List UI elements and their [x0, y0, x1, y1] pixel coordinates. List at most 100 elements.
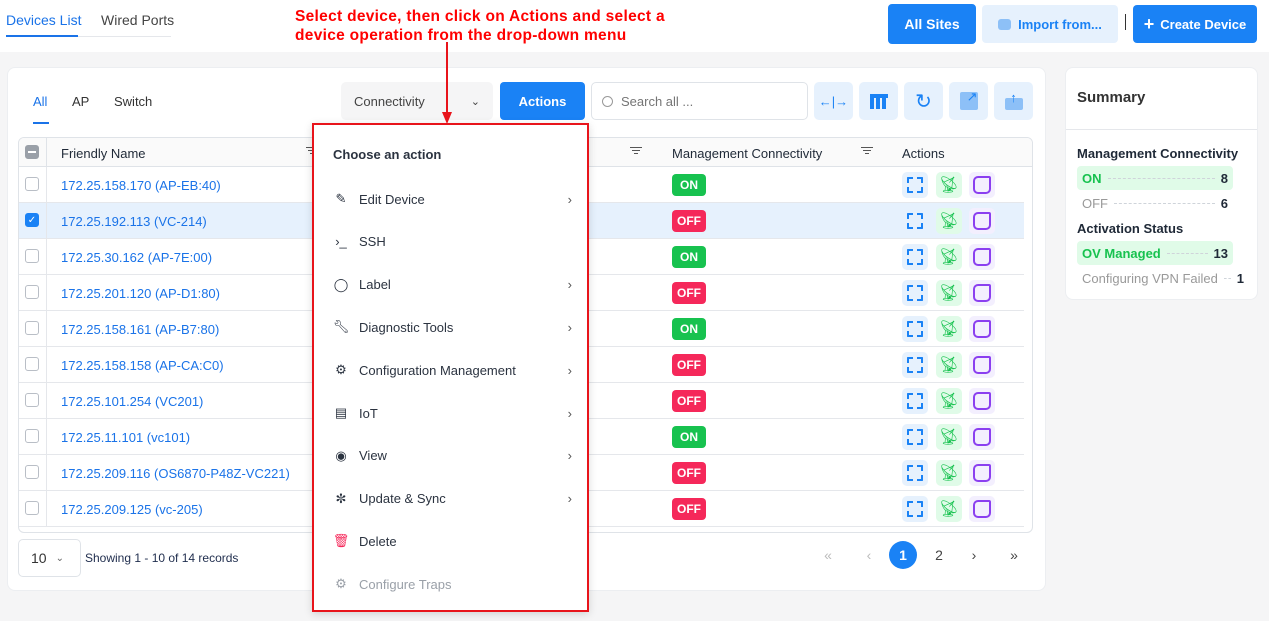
row-checkbox[interactable]	[25, 429, 39, 443]
row-checkbox[interactable]	[25, 357, 39, 371]
import-button[interactable]: Import from...	[982, 5, 1118, 43]
menu-item-diagnostic-tools[interactable]: 🔧︎ Diagnostic Tools ›	[332, 317, 572, 337]
column-header-friendly-name[interactable]: Friendly Name	[61, 146, 146, 161]
device-name-link[interactable]: 172.25.209.125 (vc-205)	[61, 502, 203, 517]
logs-button[interactable]	[969, 496, 995, 522]
row-checkbox[interactable]	[25, 321, 39, 335]
table-row[interactable]: 172.25.158.158 (AP-CA:C0) OFF 📡︎	[19, 347, 1024, 383]
locate-button[interactable]	[902, 496, 928, 522]
locate-button[interactable]	[902, 172, 928, 198]
table-row[interactable]: 172.25.11.101 (vc101) ON 📡︎	[19, 419, 1024, 455]
locate-button[interactable]	[902, 352, 928, 378]
locate-button[interactable]	[902, 244, 928, 270]
all-sites-button[interactable]: All Sites	[888, 4, 976, 44]
row-checkbox[interactable]	[25, 501, 39, 515]
page-1-button[interactable]: 1	[889, 541, 917, 569]
filter-tab-ap[interactable]: AP	[72, 94, 90, 109]
menu-item-edit-device[interactable]: ✎ Edit Device ›	[332, 189, 572, 209]
row-checkbox[interactable]	[25, 177, 39, 191]
logs-button[interactable]	[969, 172, 995, 198]
records-count: Showing 1 - 10 of 14 records	[85, 551, 239, 565]
satellite-button[interactable]: 📡︎	[936, 172, 962, 198]
menu-item-iot[interactable]: ▤ IoT ›	[332, 403, 572, 423]
menu-item-view[interactable]: ◉ View ›	[332, 446, 572, 466]
menu-item-ssh[interactable]: ›_ SSH	[332, 232, 572, 252]
device-name-link[interactable]: 172.25.158.158 (AP-CA:C0)	[61, 358, 224, 373]
device-name-link[interactable]: 172.25.192.113 (VC-214)	[61, 214, 207, 229]
row-checkbox[interactable]: ✓	[25, 213, 39, 227]
connectivity-select[interactable]: Connectivity ⌄	[341, 82, 493, 120]
page-2-button[interactable]: 2	[935, 547, 943, 563]
column-header-management-connectivity[interactable]: Management Connectivity	[672, 146, 823, 161]
device-name-link[interactable]: 172.25.158.170 (AP-EB:40)	[61, 178, 221, 193]
logs-button[interactable]	[969, 388, 995, 414]
logs-button[interactable]	[969, 208, 995, 234]
device-name-link[interactable]: 172.25.30.162 (AP-7E:00)	[61, 250, 213, 265]
first-page-button[interactable]: «	[824, 547, 832, 563]
device-name-link[interactable]: 172.25.101.254 (VC201)	[61, 394, 204, 409]
select-all-checkbox[interactable]	[25, 145, 39, 159]
import-label: Import from...	[1018, 16, 1102, 32]
last-page-button[interactable]: »	[1010, 547, 1018, 563]
table-row[interactable]: 172.25.209.116 (OS6870-P48Z-VC221) OFF 📡…	[19, 455, 1024, 491]
satellite-button[interactable]: 📡︎	[936, 424, 962, 450]
satellite-button[interactable]: 📡︎	[936, 460, 962, 486]
row-checkbox[interactable]	[25, 465, 39, 479]
device-name-link[interactable]: 172.25.158.161 (AP-B7:80)	[61, 322, 220, 337]
satellite-button[interactable]: 📡︎	[936, 388, 962, 414]
summary-managed-row[interactable]: OV Managed 13	[1077, 241, 1233, 265]
device-name-link[interactable]: 172.25.11.101 (vc101)	[61, 430, 191, 445]
satellite-button[interactable]: 📡︎	[936, 316, 962, 342]
tab-wired-ports[interactable]: Wired Ports	[101, 12, 175, 28]
locate-button[interactable]	[902, 424, 928, 450]
summary-vpn-row[interactable]: Configuring VPN Failed 1	[1077, 266, 1249, 290]
summary-off-row[interactable]: OFF 6	[1077, 191, 1233, 215]
tab-devices-list[interactable]: Devices List	[6, 12, 82, 28]
upload-button[interactable]: ↑	[994, 82, 1033, 120]
logs-button[interactable]	[969, 352, 995, 378]
chevron-right-icon: ›	[567, 277, 572, 293]
satellite-button[interactable]: 📡︎	[936, 280, 962, 306]
previous-page-button[interactable]: ‹	[866, 547, 872, 563]
table-row[interactable]: 172.25.158.170 (AP-EB:40) ON 📡︎	[19, 167, 1024, 203]
logs-button[interactable]	[969, 244, 995, 270]
filter-icon[interactable]	[861, 147, 873, 156]
row-checkbox[interactable]	[25, 249, 39, 263]
create-device-button[interactable]: + Create Device	[1133, 5, 1257, 43]
device-name-link[interactable]: 172.25.201.120 (AP-D1:80)	[61, 286, 220, 301]
summary-on-row[interactable]: ON 8	[1077, 166, 1233, 190]
filter-tab-all[interactable]: All	[33, 94, 48, 109]
row-checkbox[interactable]	[25, 285, 39, 299]
menu-item-configure-traps[interactable]: ⚙︎ Configure Traps	[332, 574, 572, 594]
locate-button[interactable]	[902, 208, 928, 234]
actions-button[interactable]: Actions	[500, 82, 585, 120]
locate-button[interactable]	[902, 316, 928, 342]
satellite-button[interactable]: 📡︎	[936, 352, 962, 378]
locate-button[interactable]	[902, 388, 928, 414]
menu-item-update-sync[interactable]: ✼ Update & Sync ›	[332, 489, 572, 509]
filter-icon[interactable]	[630, 147, 642, 156]
menu-item-delete[interactable]: 🗑︎ Delete	[332, 531, 572, 551]
menu-item-label[interactable]: ◯ Label ›	[332, 275, 572, 295]
row-checkbox[interactable]	[25, 393, 39, 407]
satellite-button[interactable]: 📡︎	[936, 244, 962, 270]
menu-item-configuration-management[interactable]: ⚙︎ Configuration Management ›	[332, 360, 572, 380]
logs-button[interactable]	[969, 460, 995, 486]
locate-button[interactable]	[902, 460, 928, 486]
satellite-button[interactable]: 📡︎	[936, 208, 962, 234]
search-input[interactable]	[621, 93, 791, 109]
resize-columns-button[interactable]: ←|→	[814, 82, 853, 120]
filter-tab-switch[interactable]: Switch	[114, 94, 153, 109]
satellite-button[interactable]: 📡︎	[936, 496, 962, 522]
logs-button[interactable]	[969, 316, 995, 342]
export-button[interactable]: ↗	[949, 82, 988, 120]
locate-button[interactable]	[902, 280, 928, 306]
search-box[interactable]	[591, 82, 808, 120]
table-layout-button[interactable]	[859, 82, 898, 120]
refresh-button[interactable]: ↻	[904, 82, 943, 120]
page-size-select[interactable]: 10 ⌄	[18, 539, 81, 577]
logs-button[interactable]	[969, 424, 995, 450]
device-name-link[interactable]: 172.25.209.116 (OS6870-P48Z-VC221)	[61, 466, 290, 481]
logs-button[interactable]	[969, 280, 995, 306]
next-page-button[interactable]: ›	[971, 547, 977, 563]
